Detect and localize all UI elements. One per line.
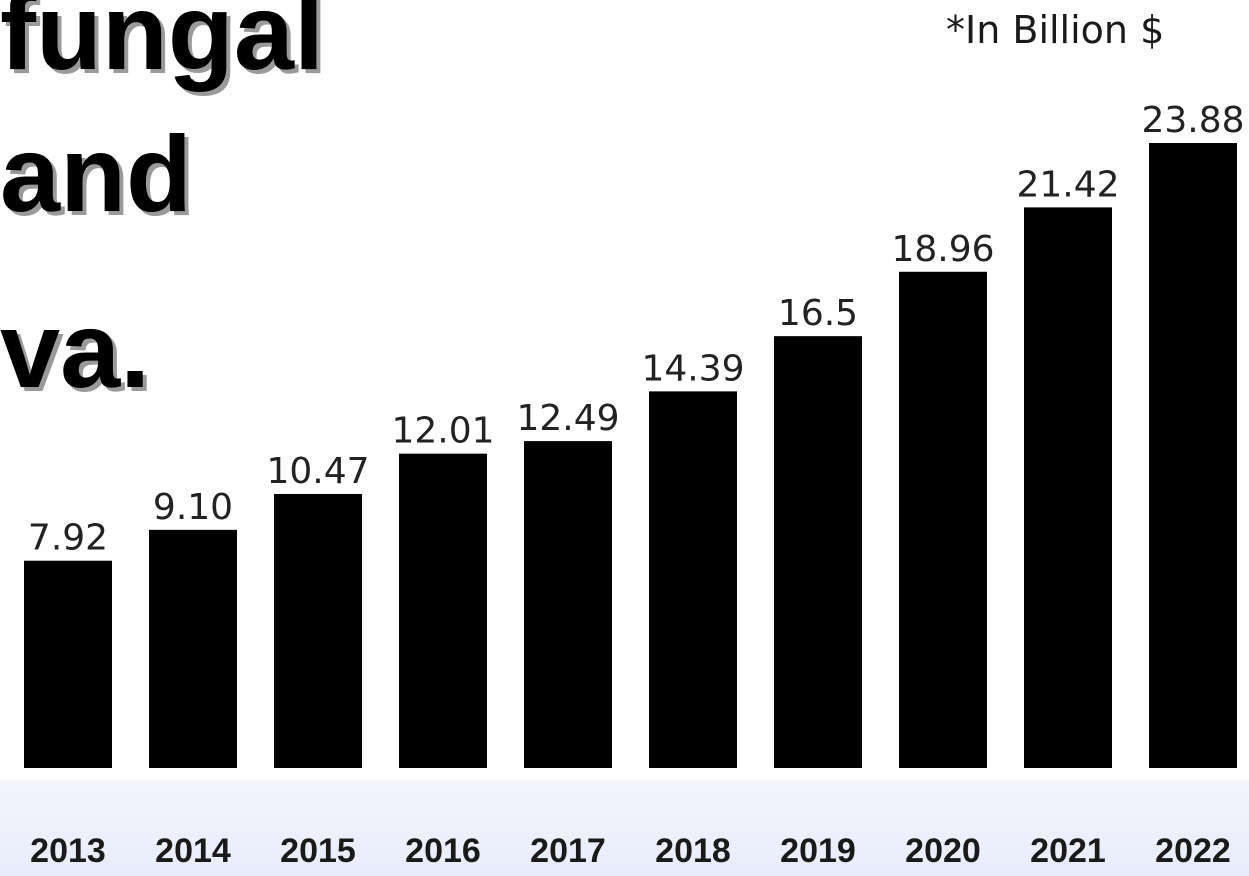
value-label-2017: 12.49 [516, 398, 619, 439]
bar-2014 [149, 529, 237, 768]
bar-2018 [649, 391, 737, 768]
value-label-2019: 16.5 [778, 293, 858, 334]
category-label-2018: 2018 [655, 832, 731, 870]
headline-line-3: va. [0, 289, 151, 410]
value-label-2016: 12.01 [391, 411, 494, 452]
category-band [0, 780, 1249, 876]
value-label-2014: 9.10 [153, 487, 233, 528]
category-label-2016: 2016 [405, 832, 481, 870]
value-label-2022: 23.88 [1141, 100, 1244, 141]
value-label-2021: 21.42 [1016, 164, 1119, 205]
value-label-2020: 18.96 [891, 229, 994, 270]
headline-line-1: fungal [0, 0, 324, 92]
value-label-2015: 10.47 [266, 451, 369, 492]
value-label-2018: 14.39 [641, 348, 744, 389]
category-label-2019: 2019 [780, 832, 856, 870]
bar-2022 [1149, 143, 1237, 768]
category-label-2021: 2021 [1030, 832, 1106, 870]
category-label-2022: 2022 [1155, 832, 1231, 870]
bar-2019 [774, 336, 862, 768]
category-label-2017: 2017 [530, 832, 606, 870]
category-label-2014: 2014 [155, 832, 231, 870]
bar-2017 [524, 441, 612, 768]
bar-2015 [274, 493, 362, 768]
value-label-2013: 7.92 [28, 518, 108, 559]
bar-2016 [399, 453, 487, 768]
bar-2020 [899, 271, 987, 768]
unit-note: *In Billion $ [946, 8, 1165, 52]
bar-2013 [24, 560, 112, 768]
category-label-2013: 2013 [30, 832, 106, 870]
category-label-2015: 2015 [280, 832, 356, 870]
category-label-2020: 2020 [905, 832, 981, 870]
bar-2021 [1024, 207, 1112, 769]
headline-line-2: and [0, 113, 193, 234]
